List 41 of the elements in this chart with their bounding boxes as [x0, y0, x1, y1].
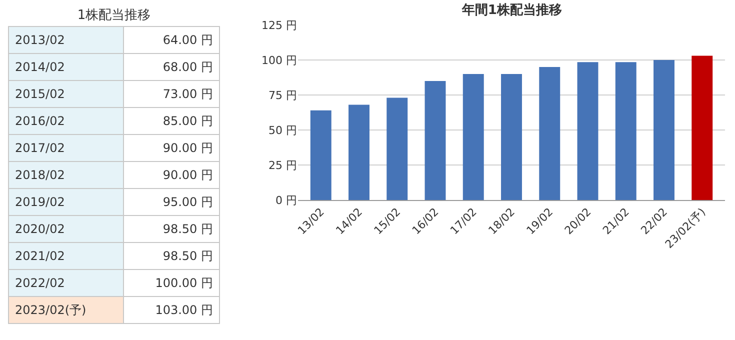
category-label: 2018/02: [8, 162, 124, 188]
y-tick-label: 50 円: [268, 124, 297, 137]
text: 68.00 円: [162, 60, 213, 74]
y-tick-label: 0 円: [276, 194, 297, 207]
category-label: 2013/02: [8, 26, 124, 54]
text: 98.50 円: [162, 222, 213, 236]
category-label: 2017/02: [8, 134, 124, 162]
text: 73.00 円: [162, 86, 213, 100]
bar: [615, 62, 636, 200]
text: 95.00 円: [162, 194, 213, 208]
category-label: 2014/02: [8, 54, 124, 80]
chart-title: 年間1株配当推移: [460, 3, 562, 18]
text: 1株配当推移: [76, 7, 152, 25]
bar: [692, 56, 713, 200]
y-tick-label: 125 円: [262, 18, 297, 32]
text: 100.00 円: [155, 276, 213, 290]
text: 85.00 円: [162, 114, 213, 128]
bar: [539, 67, 560, 200]
category-label: 2023/02(予): [8, 296, 124, 324]
bar: [348, 104, 370, 200]
category-label: 2015/02: [8, 80, 124, 108]
text: 64.00 円: [162, 32, 213, 46]
bar: [462, 74, 484, 200]
y-tick-label: 25 円: [268, 158, 297, 172]
text: 90.00 円: [162, 140, 213, 154]
bar: [310, 110, 332, 200]
text: 103.00 円: [155, 302, 213, 316]
y-tick-label: 100 円: [262, 54, 297, 67]
bar: [386, 98, 408, 200]
y-tick-label: 75 円: [268, 88, 297, 102]
category-label: 2022/02: [8, 270, 124, 296]
category-label: 2021/02: [8, 242, 124, 270]
category-label: 2019/02: [8, 188, 124, 216]
bar: [424, 81, 446, 200]
bar: [501, 74, 522, 200]
text: 90.00 円: [162, 168, 213, 182]
category-label: 2020/02: [8, 216, 124, 242]
bar: [577, 62, 598, 200]
category-label: 2016/02: [8, 108, 124, 134]
text: 98.50 円: [162, 248, 213, 262]
bar: [654, 60, 674, 200]
